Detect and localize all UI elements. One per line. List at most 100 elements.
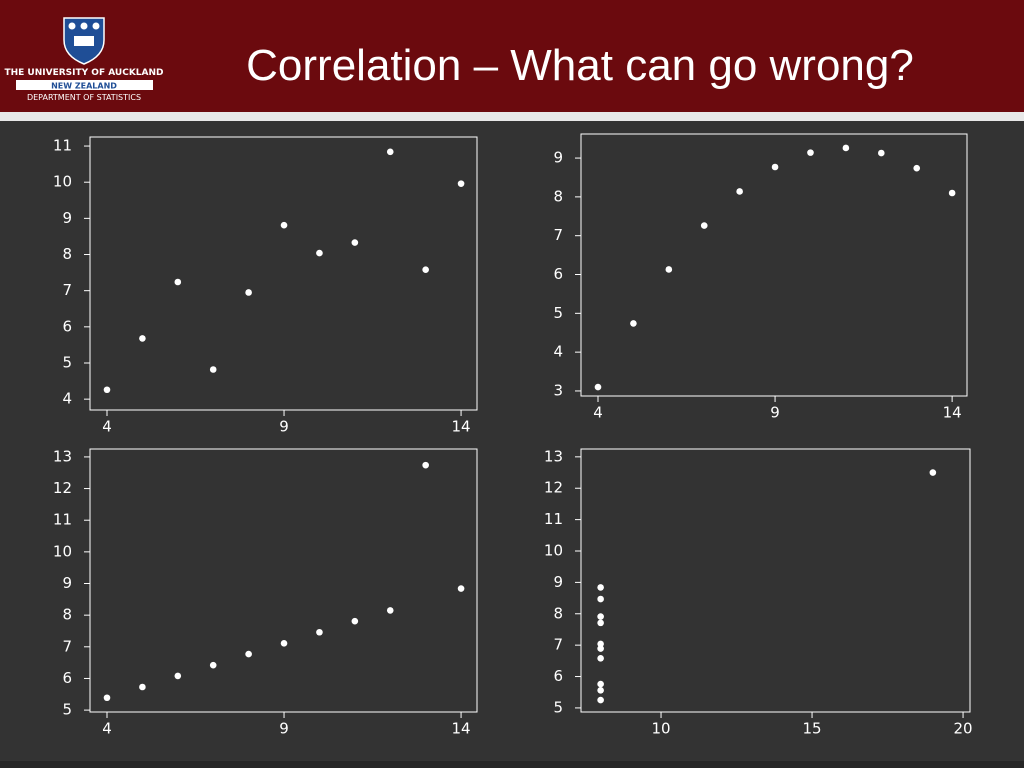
- point: [630, 320, 637, 327]
- point: [457, 585, 465, 592]
- y-tick-label: 11: [544, 510, 563, 528]
- point: [103, 386, 111, 394]
- logo-line: NEW ZEALAND: [51, 82, 117, 91]
- plot-box: [89, 448, 478, 713]
- y-tick-label: 5: [553, 698, 563, 716]
- logo: THE UNIVERSITY OF AUCKLAND NEW ZEALAND D…: [4, 17, 164, 102]
- point: [597, 687, 604, 694]
- point: [597, 595, 604, 603]
- point: [209, 366, 217, 373]
- x-tick-label: 9: [279, 418, 289, 436]
- header-rule: [0, 112, 1024, 121]
- logo-line: THE UNIVERSITY OF AUCKLAND: [4, 68, 163, 78]
- x-tick-label: 14: [452, 720, 471, 738]
- y-tick-label: 9: [553, 149, 563, 167]
- point: [597, 613, 604, 620]
- y-tick-label: 10: [53, 542, 72, 560]
- x-tick-label: 4: [593, 404, 603, 422]
- x-tick-label: 9: [279, 720, 289, 738]
- crest-book: [74, 36, 94, 46]
- point: [174, 672, 182, 680]
- point: [280, 640, 288, 647]
- point: [139, 683, 146, 691]
- y-tick-label: 10: [544, 541, 563, 559]
- crest-star: [80, 22, 88, 30]
- y-tick-label: 7: [553, 226, 563, 244]
- point: [351, 617, 359, 625]
- point: [771, 163, 779, 171]
- logo-bar: [16, 80, 153, 90]
- point: [736, 188, 743, 195]
- x-tick-label: 14: [452, 418, 471, 436]
- y-tick-label: 10: [53, 173, 72, 191]
- y-tick-label: 13: [544, 447, 563, 465]
- y-tick-label: 8: [553, 187, 563, 205]
- point: [351, 239, 359, 246]
- y-tick-label: 6: [62, 317, 72, 335]
- plot-box: [580, 133, 968, 397]
- y-tick-label: 7: [553, 636, 563, 654]
- y-tick-label: 9: [553, 573, 563, 591]
- footer-strip: [0, 761, 1024, 768]
- y-tick-label: 7: [62, 637, 72, 655]
- point: [422, 266, 429, 274]
- point: [245, 289, 252, 296]
- content-area: [0, 121, 1024, 761]
- y-tick-label: 5: [62, 701, 72, 719]
- point: [245, 650, 252, 658]
- point: [209, 661, 217, 669]
- point: [103, 694, 111, 702]
- x-tick-label: 15: [802, 720, 821, 738]
- y-tick-label: 9: [62, 209, 72, 227]
- point: [878, 149, 885, 157]
- point: [700, 222, 708, 229]
- point: [594, 383, 602, 391]
- y-tick-label: 12: [544, 479, 563, 497]
- point: [665, 266, 673, 273]
- y-tick-label: 8: [62, 606, 72, 624]
- point: [913, 164, 921, 172]
- point: [948, 189, 956, 197]
- point: [597, 619, 604, 627]
- x-tick-label: 14: [943, 404, 962, 422]
- point: [597, 645, 604, 652]
- y-tick-label: 4: [553, 343, 563, 361]
- y-tick-label: 8: [553, 604, 563, 622]
- y-tick-label: 11: [53, 511, 72, 529]
- point: [457, 180, 465, 187]
- y-tick-label: 6: [553, 667, 563, 685]
- point: [807, 149, 814, 156]
- x-tick-label: 9: [770, 404, 780, 422]
- y-tick-label: 3: [553, 381, 563, 399]
- y-tick-label: 5: [553, 304, 563, 322]
- crest-star: [92, 22, 100, 30]
- x-tick-label: 4: [102, 418, 112, 436]
- point: [597, 640, 604, 648]
- y-tick-label: 5: [62, 353, 72, 371]
- point: [842, 144, 850, 152]
- point: [316, 249, 323, 257]
- point: [597, 584, 604, 591]
- x-tick-label: 10: [651, 720, 670, 738]
- crest-star: [68, 22, 76, 30]
- y-tick-label: 9: [62, 574, 72, 592]
- point: [597, 680, 604, 688]
- y-tick-label: 6: [553, 265, 563, 283]
- plot-box: [580, 448, 971, 713]
- y-tick-label: 8: [62, 245, 72, 263]
- plot-box: [89, 136, 478, 411]
- y-tick-label: 4: [62, 390, 72, 408]
- y-tick-label: 11: [53, 137, 72, 155]
- point: [386, 148, 394, 156]
- x-tick-label: 20: [954, 720, 973, 738]
- header-band: [0, 0, 1024, 112]
- point: [174, 278, 182, 286]
- point: [597, 696, 604, 704]
- point: [597, 655, 604, 662]
- point: [422, 461, 429, 469]
- logo-line: DEPARTMENT OF STATISTICS: [27, 93, 141, 102]
- y-tick-label: 7: [62, 281, 72, 299]
- x-tick-label: 4: [102, 720, 112, 738]
